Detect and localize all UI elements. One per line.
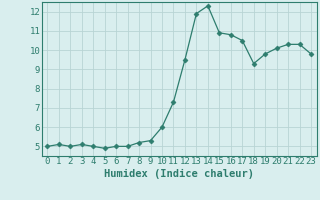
- X-axis label: Humidex (Indice chaleur): Humidex (Indice chaleur): [104, 169, 254, 179]
